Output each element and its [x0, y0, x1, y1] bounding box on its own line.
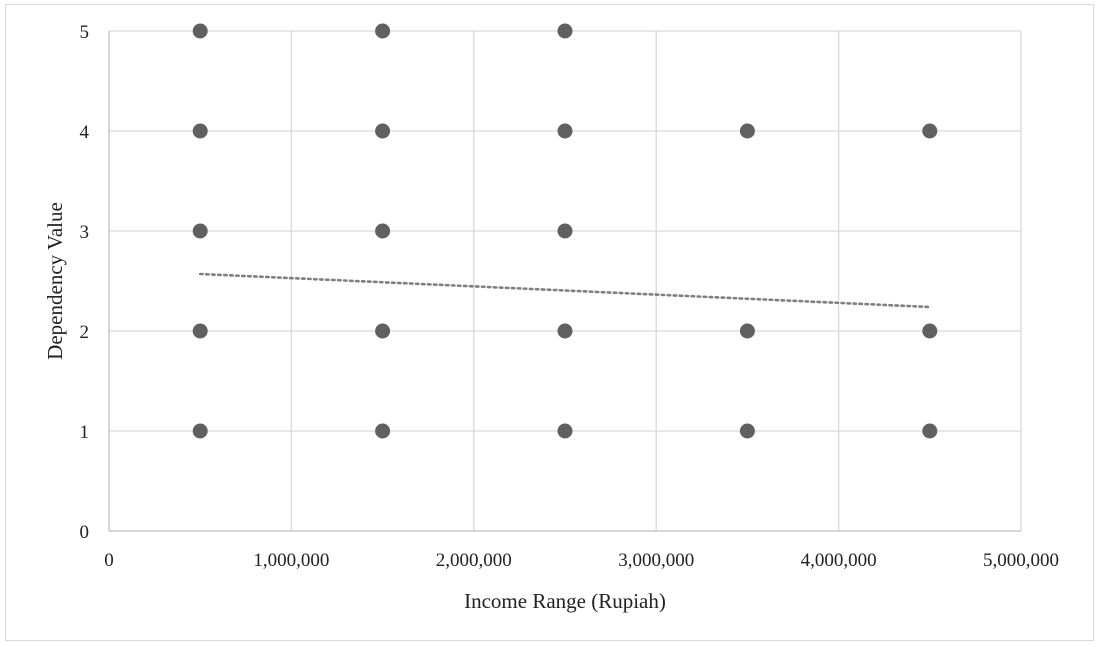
- data-point: [557, 123, 573, 139]
- data-point: [192, 123, 208, 139]
- data-points: [192, 23, 938, 439]
- tick-labels: 0 1,000,000 2,000,000 3,000,000 4,000,000 5,0…: [80, 22, 1060, 571]
- data-point: [192, 23, 208, 39]
- data-point: [375, 223, 391, 239]
- trendline-layer: [198, 272, 932, 309]
- data-point: [375, 423, 391, 439]
- data-point: [739, 123, 755, 139]
- gridlines: [109, 30, 1022, 531]
- y-tick-label: 1: [80, 422, 90, 443]
- data-point: [922, 123, 938, 139]
- x-axis-title: Income Range (Rupiah): [464, 589, 666, 613]
- y-tick-label: 0: [80, 522, 90, 543]
- chart-frame: [5, 4, 1094, 641]
- y-axis-title: Dependency Value: [43, 202, 67, 360]
- x-tick-label: 5,000,000: [983, 550, 1059, 571]
- x-tick-label: 3,000,000: [618, 550, 694, 571]
- data-point: [375, 323, 391, 339]
- y-tick-label: 4: [80, 122, 90, 143]
- data-point: [375, 123, 391, 139]
- axes: [108, 31, 1021, 532]
- data-point: [739, 323, 755, 339]
- data-point: [557, 323, 573, 339]
- x-tick-label: 4,000,000: [801, 550, 877, 571]
- data-point: [192, 323, 208, 339]
- data-point: [557, 23, 573, 39]
- data-point: [192, 223, 208, 239]
- trendline: [198, 272, 932, 309]
- y-tick-label: 3: [80, 222, 90, 243]
- data-point: [557, 223, 573, 239]
- data-point: [375, 23, 391, 39]
- data-point: [922, 323, 938, 339]
- data-point: [739, 423, 755, 439]
- data-point: [557, 423, 573, 439]
- y-tick-label: 5: [80, 22, 90, 43]
- data-point: [192, 423, 208, 439]
- x-tick-label: 2,000,000: [436, 550, 512, 571]
- x-tick-label: 1,000,000: [253, 550, 329, 571]
- y-tick-label: 2: [80, 322, 90, 343]
- data-point: [922, 423, 938, 439]
- x-tick-label: 0: [104, 550, 114, 571]
